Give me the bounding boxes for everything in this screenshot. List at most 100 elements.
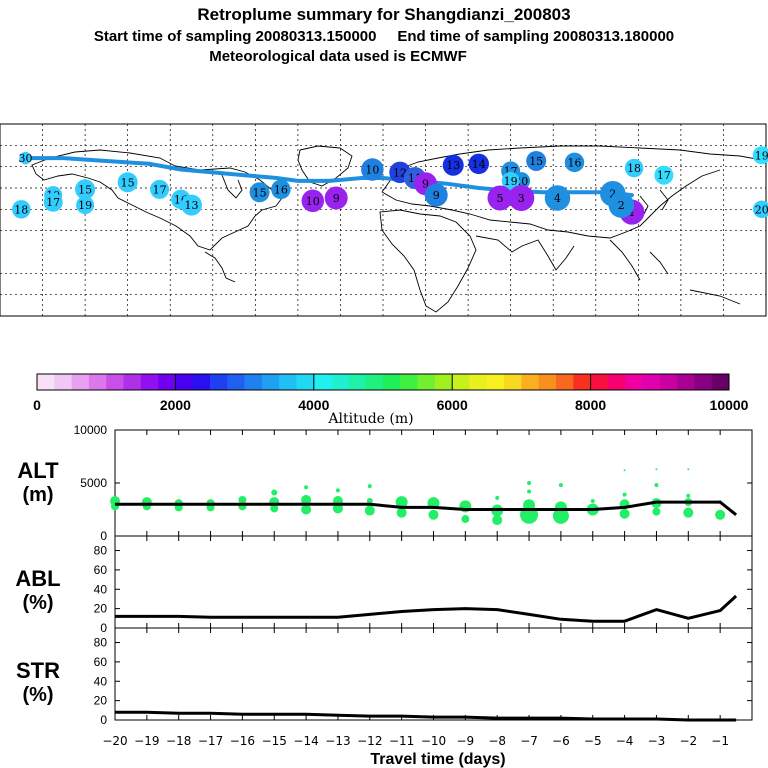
colorbar-cell (659, 374, 678, 390)
trajectory-blob (544, 185, 571, 211)
trajectory-day-label: 30 (19, 152, 33, 165)
panel-frame (114, 627, 753, 721)
trajectory-labels: 3019151614131817171012119201923459121915… (12, 146, 768, 225)
trajectory-day-label: 13 (185, 199, 199, 212)
x-tick-label: −6 (552, 734, 570, 748)
colorbar-cell (279, 374, 297, 390)
x-tick-label: −1 (711, 734, 729, 748)
colorbar-tick-label: 0 (33, 397, 41, 413)
colorbar-cell (677, 374, 695, 390)
trajectory-path (23, 156, 634, 198)
trajectory-blob (324, 186, 348, 210)
x-tick-label: −10 (421, 734, 446, 748)
trajectory-day-label: 18 (627, 162, 641, 175)
panel-unit-label: (m) (22, 484, 53, 506)
plume-point (590, 499, 595, 504)
panel-abl: ABL(%) 0 20 40 60 80 (15, 535, 753, 635)
trajectory-blob (150, 179, 170, 199)
trajectory-day-label: 16 (274, 183, 288, 196)
plume-point (396, 507, 407, 518)
time-series-panels: ALT(m)0500010000ABL(%)020406080STR(%)020… (15, 423, 753, 768)
plume-point (654, 483, 659, 488)
trajectory-blob (752, 200, 768, 219)
colorbar-cell (106, 374, 124, 390)
plume-point (492, 515, 503, 526)
colorbar-cell (607, 374, 626, 390)
trajectory-blob (501, 171, 520, 190)
trajectory-day-label: 14 (472, 158, 486, 171)
colorbar-cells (37, 374, 730, 390)
trajectory-blob (468, 153, 489, 175)
colorbar-cell (37, 374, 55, 390)
y-tick-label: 80 (94, 544, 108, 558)
plume-point (304, 485, 309, 490)
colorbar-cell (538, 374, 557, 390)
trajectory-blob (249, 182, 270, 203)
colorbar-tick-label: 2000 (160, 397, 191, 413)
x-axis-label: Travel time (days) (370, 751, 505, 768)
colorbar-cell (521, 374, 539, 390)
trajectory-blob (117, 172, 138, 193)
plume-point (558, 483, 563, 488)
plume-point (428, 509, 439, 520)
x-tick-label: −19 (134, 734, 159, 748)
colorbar-tick-labels: 0 2000 4000 6000 8000 10000 (33, 374, 749, 413)
trajectory-blob (442, 154, 464, 176)
trajectory-blob (564, 152, 585, 173)
plume-point (715, 509, 726, 520)
colorbar-cell (556, 374, 574, 390)
y-tick-label: 10000 (74, 423, 108, 437)
panel-unit-label: (%) (22, 592, 53, 614)
series-line (115, 710, 737, 722)
trajectory-day-label: 19 (504, 175, 518, 188)
figure-title: Retroplume summary for Shangdianzi_20080… (197, 5, 570, 24)
colorbar-cell (400, 374, 418, 390)
met-data-line: Meteorological data used is ECMWF (209, 48, 467, 65)
plume-point (527, 481, 532, 485)
plume-point (619, 508, 630, 519)
trajectory-blob (608, 192, 635, 218)
y-tick-label: 5000 (80, 476, 107, 490)
trajectory-day-label: 19 (755, 149, 768, 162)
x-tick-label: −3 (648, 734, 666, 748)
x-tick-label: −17 (198, 734, 223, 748)
trajectory-blob (301, 189, 325, 213)
colorbar-cell (158, 374, 176, 390)
retroplume-map: 3019151614131817171012119201923459121915… (0, 123, 768, 317)
colorbar-cell (642, 374, 661, 390)
panel-label: ALT (17, 458, 59, 483)
trajectory-blob (19, 151, 32, 165)
colorbar-cell (71, 374, 90, 390)
plume-point (495, 495, 500, 500)
trajectory-day-label: 15 (253, 186, 267, 199)
plume-point (364, 505, 375, 516)
x-tick-label: −2 (679, 734, 697, 748)
map-graticule (0, 124, 766, 316)
y-tick-label: 40 (94, 582, 108, 596)
trajectory-blob (12, 200, 31, 219)
trajectory-day-label: 17 (153, 183, 167, 196)
panel-frame (114, 535, 753, 629)
colorbar-cell (331, 374, 349, 390)
series-line (115, 500, 738, 516)
trajectory-blob (508, 184, 535, 211)
plume-point (683, 507, 694, 518)
colorbar-cell (434, 374, 453, 390)
plume-point (655, 468, 658, 471)
x-tick-label: −5 (584, 734, 602, 748)
y-tick-label: 0 (100, 713, 107, 727)
trajectory-day-label: 9 (433, 189, 440, 202)
trajectory-blob (654, 165, 674, 185)
trajectory-blob (43, 192, 63, 212)
colorbar-cell (694, 374, 712, 390)
y-tick-label: 60 (94, 655, 108, 669)
x-tick-label: −8 (488, 734, 506, 748)
trajectory-blob (361, 158, 384, 181)
x-tick-label: −16 (230, 734, 255, 748)
trajectory-day-label: 16 (568, 156, 582, 169)
colorbar-tick-label: 6000 (437, 397, 468, 413)
colorbar-cell (469, 374, 488, 390)
plume-point (238, 495, 247, 504)
